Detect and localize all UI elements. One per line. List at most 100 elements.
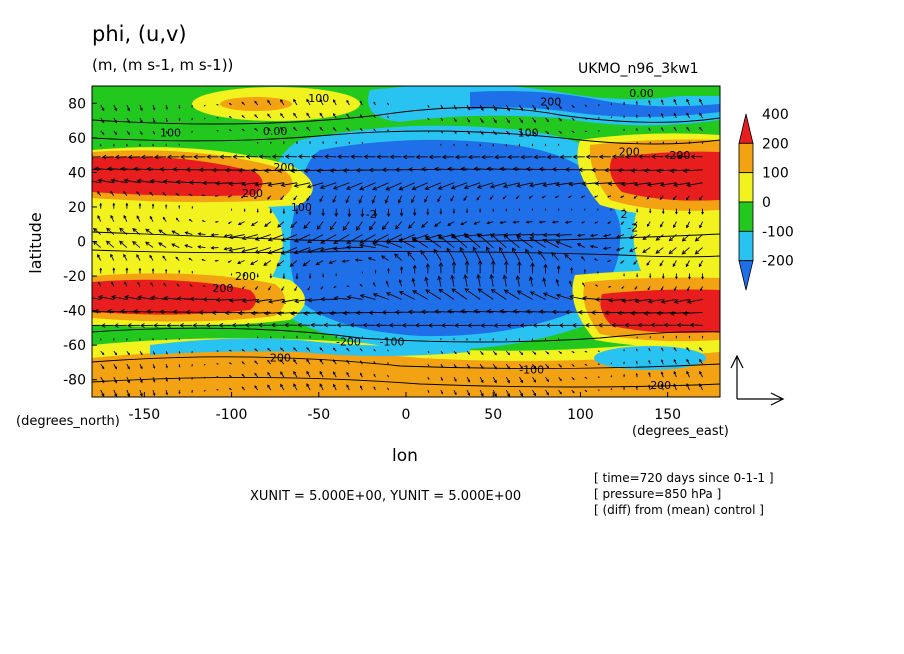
wind-arrow [569, 295, 585, 300]
wind-arrow [474, 310, 494, 313]
wind-arrow-head [228, 298, 234, 303]
wind-arrow-head [136, 191, 139, 194]
wind-arrow-head [624, 322, 629, 328]
wind-arrow-head [656, 168, 662, 174]
wind-arrow [590, 245, 598, 248]
wind-arrow-head [360, 100, 363, 104]
wind-arrow [373, 234, 389, 243]
wind-arrow [629, 247, 638, 252]
wind-arrow-head [412, 290, 417, 295]
wind-arrow-head [460, 309, 465, 314]
contour-label: 100 [160, 127, 181, 140]
wind-arrow-head [635, 100, 638, 104]
wind-arrow-head [101, 366, 105, 370]
wind-arrow [556, 241, 572, 248]
wind-arrow-head [659, 197, 663, 200]
wind-arrow [304, 169, 324, 172]
wind-arrow [332, 195, 337, 203]
wind-arrow-head [270, 335, 272, 338]
wind-arrow-head [276, 262, 281, 267]
wind-arrow [277, 221, 285, 228]
wind-arrow-head [202, 285, 205, 287]
wind-arrow [699, 221, 703, 228]
wind-arrow [603, 234, 612, 237]
wind-arrow-head [477, 259, 483, 265]
wind-arrow-head [585, 130, 588, 133]
wind-arrow-head [175, 192, 178, 196]
wind-arrow [268, 298, 284, 303]
wind-arrow-head [441, 106, 443, 109]
wind-arrow-head [346, 127, 349, 130]
wind-arrow-head [597, 322, 603, 328]
wind-arrow-head [322, 275, 325, 278]
contour-label: 0.00 [629, 87, 654, 100]
wind-arrow-head [372, 282, 376, 285]
wind-arrow-head [228, 181, 233, 187]
wind-arrow-head [424, 199, 428, 203]
wind-arrow-head [454, 154, 460, 160]
wind-arrow [634, 182, 651, 186]
wind-arrow-head [268, 288, 271, 291]
wind-arrow [198, 233, 206, 236]
wind-arrow-head [648, 359, 651, 363]
wind-arrow-head [127, 108, 130, 112]
wind-arrow-head [546, 107, 549, 111]
wind-arrow-head [254, 348, 257, 351]
wind-arrow-head [447, 222, 451, 226]
wind-arrow-head [492, 339, 494, 342]
wind-arrow-head [319, 247, 325, 253]
wind-arrow-head [101, 154, 107, 160]
wind-arrow [110, 215, 115, 222]
wind-arrow-head [263, 262, 268, 266]
wind-arrow-head [481, 132, 484, 135]
wind-arrow-head [241, 248, 247, 254]
wind-arrow [372, 195, 376, 204]
wind-arrow-head [546, 392, 549, 396]
wind-arrow [373, 293, 389, 300]
wind-arrow-head [555, 240, 561, 245]
wind-arrow-head [110, 178, 116, 183]
wind-arrow [264, 311, 284, 314]
wind-arrow-head [332, 383, 336, 387]
wind-arrow [92, 311, 101, 313]
wind-arrow [158, 229, 167, 235]
wind-arrow-head [604, 167, 609, 173]
wind-arrow [113, 389, 117, 397]
phi-field-shading [92, 86, 720, 397]
south-mid-cyan-strip [150, 338, 470, 356]
wind-arrow [360, 234, 376, 244]
wind-arrow [686, 182, 703, 186]
wind-arrow [516, 275, 520, 287]
wind-arrow-head [267, 237, 273, 242]
wind-arrow [647, 182, 664, 186]
wind-arrow-head [97, 294, 103, 300]
wind-arrow-head [551, 220, 556, 224]
wind-arrow-head [529, 232, 535, 238]
wind-arrow-head [133, 309, 138, 314]
wind-arrow-head [701, 140, 704, 143]
wind-arrow [499, 247, 507, 261]
wind-arrow [660, 221, 664, 228]
wind-arrow-head [216, 389, 218, 391]
wind-arrow-head [686, 98, 690, 102]
wind-arrow-head [555, 278, 559, 283]
wind-arrow-head [388, 322, 394, 328]
wind-arrow-head [464, 233, 469, 239]
wind-arrow [172, 230, 180, 235]
wind-arrow [631, 311, 651, 314]
wind-arrow-head [307, 288, 310, 291]
wind-arrow-head [623, 115, 625, 117]
wind-arrow-head [686, 126, 689, 130]
wind-arrow-head [623, 361, 625, 364]
wind-arrow-head [669, 311, 675, 316]
wind-arrow-head [162, 255, 166, 259]
wind-arrow-head [424, 276, 429, 282]
wind-arrow [661, 384, 664, 391]
wind-arrow-head [267, 250, 273, 255]
wind-arrow-head [267, 99, 270, 103]
wind-arrow [342, 260, 350, 263]
wind-arrow-head [289, 262, 294, 267]
wind-arrow-head [585, 377, 588, 379]
wind-arrow-head [411, 236, 417, 242]
wind-arrow-head [507, 352, 511, 356]
